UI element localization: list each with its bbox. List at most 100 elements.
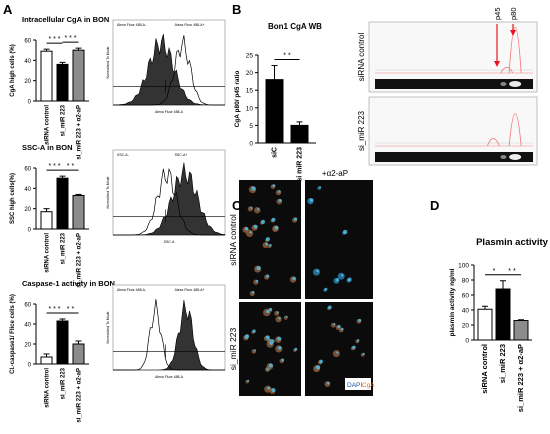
panel-a-flow-histogram-1: Alexa Fluor 488-A- Alexa Fluor 488-A+ Alex…	[106, 19, 226, 114]
outline-histogram	[113, 167, 225, 236]
panel-letter-c: C	[232, 198, 242, 213]
nucleus	[260, 219, 266, 224]
nucleus	[271, 217, 276, 222]
panel-letter-b: B	[232, 2, 241, 17]
marker-arrow-head	[510, 30, 516, 36]
category-label: si_miR 223	[61, 232, 67, 264]
y-tick-label: 60	[462, 293, 470, 300]
panel-a-chart-2: SSC-A in BON 0 20 40 60 SSC high cells(%) siRN…	[10, 143, 89, 288]
cell	[254, 207, 261, 214]
bar	[265, 79, 284, 144]
y-tick-label: 10	[246, 105, 254, 112]
flow-legend-pos: Alexa Fluor 488-A+	[175, 288, 205, 292]
y-tick-label: 80	[462, 278, 470, 285]
trace-peak	[508, 113, 522, 147]
row-label: si_miR 223	[228, 327, 238, 370]
y-tick-label: 0	[28, 100, 32, 106]
legend-box	[345, 378, 371, 390]
bar	[477, 308, 493, 341]
nucleus	[265, 242, 268, 246]
y-tick-label: 0	[465, 338, 469, 345]
nucleus	[267, 386, 271, 390]
nucleus	[277, 336, 282, 341]
y-tick-label: 0	[28, 228, 32, 234]
category-label: siRNA control	[45, 368, 51, 408]
nucleus	[337, 324, 341, 329]
nucleus	[333, 323, 336, 326]
flow-legend-neg: SSC-A-	[117, 153, 130, 157]
nucleus	[269, 341, 273, 346]
nucleus	[347, 277, 352, 282]
nucleus	[278, 317, 281, 320]
nucleus	[340, 327, 344, 331]
chart-title: Caspase-1 activity in BON	[22, 279, 115, 288]
gel-band	[509, 154, 522, 160]
nucleus	[272, 184, 276, 188]
nucleus	[269, 307, 273, 312]
nucleus	[257, 208, 260, 211]
category-label: siRNA control	[45, 105, 51, 145]
cell	[312, 268, 321, 276]
nucleus	[285, 315, 288, 318]
panel-letter-d: D	[430, 198, 439, 213]
bar	[495, 288, 511, 341]
nucleus	[278, 198, 282, 203]
nucleus	[250, 206, 253, 209]
trace-peak	[486, 137, 500, 147]
category-label: si_miR 223	[61, 367, 67, 399]
flow-legend-pos: SSC-A+	[175, 153, 188, 157]
y-tick-label: 40	[24, 323, 31, 329]
trace-peak	[500, 66, 514, 74]
cell	[247, 206, 253, 212]
y-axis-label: Cl.-caspase1/ Flice cells (%)	[10, 294, 16, 374]
panel-b-chart: Bon1 CgA WB 0 5 10 15 20 25 CgA p80/ p45 ratio s…	[234, 22, 322, 182]
y-tick-label: 60	[24, 167, 31, 173]
nucleus	[266, 274, 270, 278]
flow-x-label: Alexa Fluor 488-A	[155, 375, 184, 379]
y-tick-label: 40	[24, 187, 31, 193]
flow-legend-neg: Alexa Fluor 488-A-	[117, 23, 147, 27]
flow-y-label: Normalized To Mode	[106, 46, 110, 78]
nucleus	[255, 279, 259, 283]
panel-a-flow-histogram-2: SSC-A- SSC-A+ SSC-A Normalized To Mode	[106, 149, 226, 244]
nucleus	[266, 309, 270, 314]
y-tick-label: 40	[462, 308, 470, 315]
chart-title: Bon1 CgA WB	[268, 22, 322, 31]
nucleus	[341, 274, 344, 277]
y-tick-label: 20	[462, 323, 470, 330]
y-tick-label: 0	[28, 363, 32, 369]
cell	[262, 242, 269, 249]
micrograph-tile	[305, 180, 373, 299]
y-tick-label: 20	[24, 207, 31, 213]
y-axis-label: plasmin activity ng/ml	[449, 268, 456, 336]
nucleus	[269, 243, 272, 247]
panel-c-micrographs: +α2-aP siRNA control si_miR 223 DAPI CgA	[228, 169, 375, 396]
bar	[56, 320, 69, 365]
row-label: siRNA control	[228, 214, 238, 266]
marker-arrow-head	[494, 61, 500, 67]
cell	[275, 316, 282, 323]
category-label: si_miR 223 + α2-aP	[77, 368, 83, 423]
bar	[72, 343, 85, 365]
gel-band	[500, 82, 507, 86]
category-label: siC	[272, 147, 279, 158]
nucleus	[252, 329, 256, 333]
flow-x-label: SSC-A	[164, 240, 175, 244]
category-label: si_miR 223	[498, 344, 507, 383]
category-label: si_miR 223 + α2-aP	[77, 233, 83, 288]
legend-cga: CgA	[362, 382, 375, 389]
cell	[332, 350, 340, 358]
bar	[513, 320, 529, 341]
marker-label: p80	[509, 7, 518, 20]
panel-letter-a: A	[3, 2, 13, 17]
category-label: siRNA control	[480, 344, 489, 394]
nucleus	[271, 388, 276, 393]
y-tick-label: 20	[24, 343, 31, 349]
nucleus	[336, 351, 339, 354]
nucleus	[253, 349, 256, 352]
significance-marker: *	[493, 268, 496, 275]
y-tick-label: 100	[458, 263, 469, 270]
nucleus	[324, 287, 328, 291]
panel-b-blot: siRNA control si_miR 223 p45 p80	[357, 7, 538, 166]
